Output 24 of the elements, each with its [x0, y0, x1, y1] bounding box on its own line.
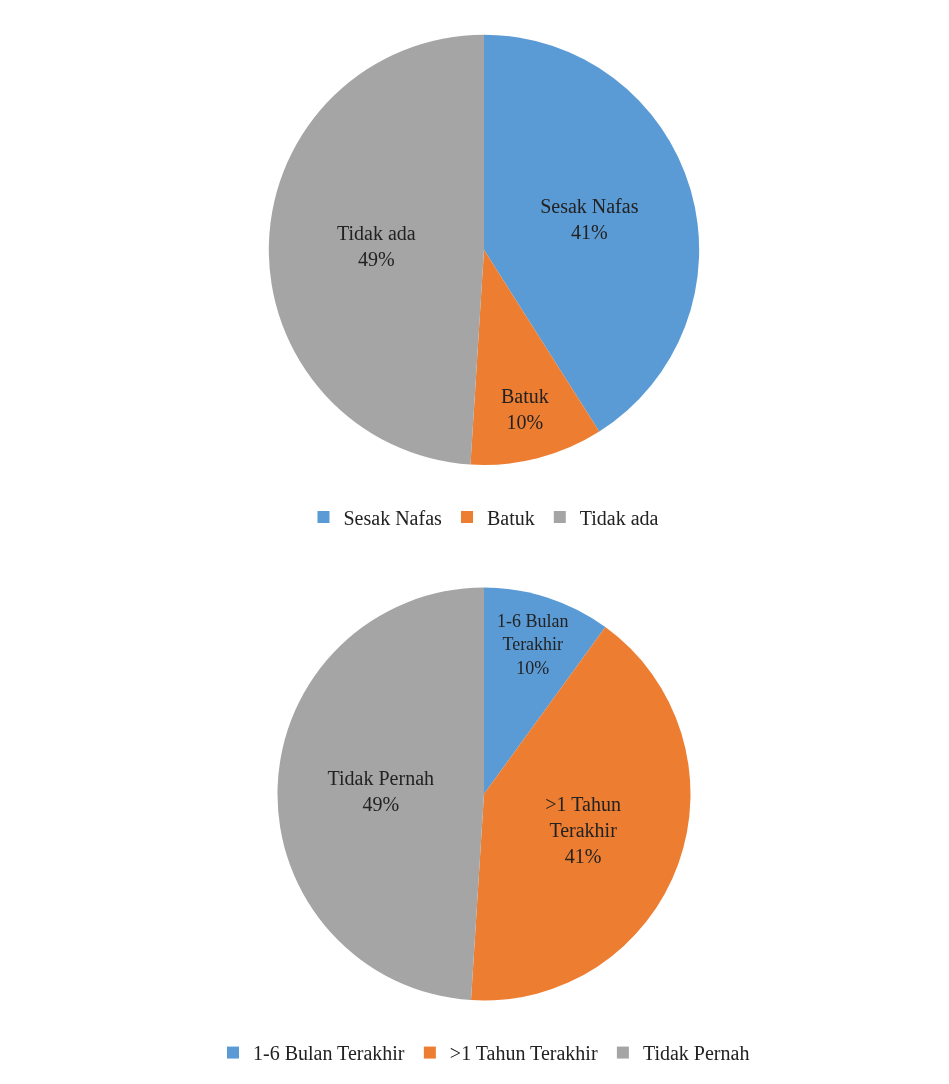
slice-label: 1-6 Bulan Terakhir: [497, 610, 569, 655]
slice-label: Batuk: [500, 385, 549, 408]
pie-slice: [470, 249, 600, 465]
slice-label: Sesak Nafas: [540, 195, 639, 218]
legend-label: 1-6 Bulan Terakhir: [252, 1042, 405, 1065]
pie-slice: [471, 626, 691, 1001]
data-label: 10%: [516, 657, 550, 678]
legend-label: Batuk: [487, 506, 535, 529]
data-label: 49%: [362, 792, 400, 815]
slice-label: >1 Tahun Terakhir: [545, 792, 621, 841]
legend-label: Tidak ada: [579, 506, 659, 529]
data-label: 41%: [570, 221, 608, 244]
data-label: 10%: [506, 411, 544, 434]
slice-label: Tidak ada: [337, 222, 416, 245]
pie-slice: [483, 587, 606, 795]
data-label: 49%: [358, 248, 395, 271]
legend-label: Tidak Pernah: [642, 1042, 750, 1065]
legend-label: >1 Tahun Terakhir: [449, 1042, 598, 1065]
slice-label: Tidak Pernah: [327, 766, 435, 789]
pie-slice: [268, 34, 484, 465]
data-label: 41%: [564, 844, 602, 867]
legend-label: Sesak Nafas: [343, 506, 443, 529]
pie-slice: [277, 587, 484, 1001]
pie-slice: [483, 34, 700, 432]
